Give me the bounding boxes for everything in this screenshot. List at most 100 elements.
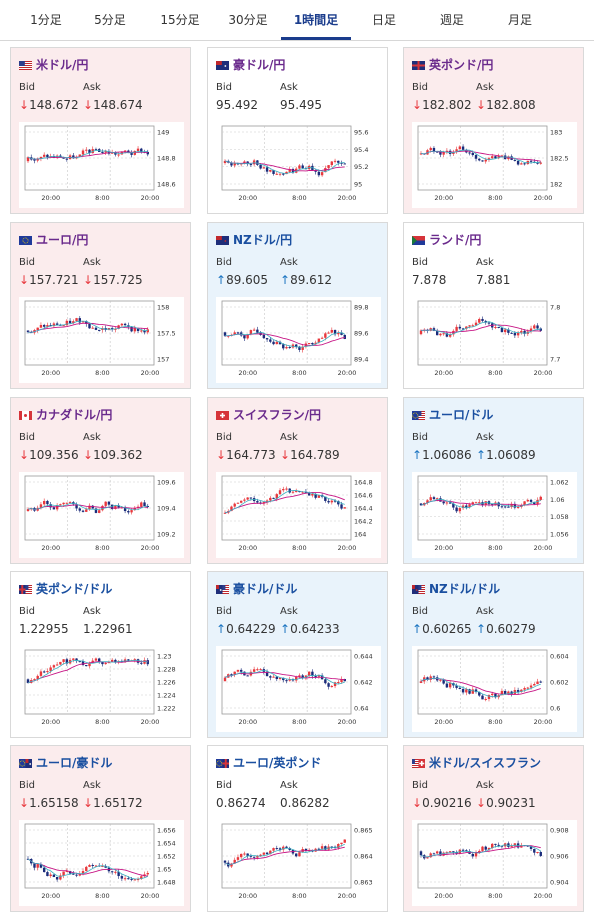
pair-title-link[interactable]: 英ポンド/ドル (19, 580, 112, 597)
candle-body (494, 156, 497, 159)
candle-body (42, 500, 46, 505)
currency-card[interactable]: ユーロ/英ポンド Bid Ask 0.86274 0.86282 0.865 0.864 0.… (207, 745, 388, 912)
candle-body (36, 675, 39, 680)
price-chart[interactable]: 158 157.5 157 20:00 8:00 20:00 (19, 297, 184, 383)
candle-body (324, 679, 327, 684)
price-chart[interactable]: 109.6 109.4 109.2 20:00 8:00 20:00 (19, 472, 184, 558)
price-chart[interactable]: 0.865 0.864 0.863 20:00 8:00 20:00 (216, 820, 381, 906)
tab-1min[interactable]: 1分足 (30, 13, 62, 27)
tab-weekly[interactable]: 週足 (439, 13, 464, 27)
candle-body (465, 850, 468, 852)
tab-monthly[interactable]: 月足 (507, 13, 532, 27)
candle-body (110, 659, 114, 662)
pair-title-link[interactable]: 豪ドル/ドル (216, 580, 297, 597)
price-chart[interactable]: 95.6 95.4 95.2 95 20:00 8:00 20:00 (216, 122, 381, 208)
currency-card[interactable]: ユーロ/ドル Bid Ask ↑1.06086 ↑1.06089 1.062 1.06 1.0… (403, 397, 584, 564)
currency-card[interactable]: 米ドル/スイスフラン Bid Ask ↓0.90216 ↓0.90231 0.908 0.9… (403, 745, 584, 912)
ask-label: Ask (83, 780, 101, 791)
pair-title-link[interactable]: ユーロ/英ポンド (216, 754, 321, 771)
candle-body (249, 497, 253, 499)
price-chart[interactable]: 0.604 0.602 0.6 20:00 8:00 20:00 (412, 646, 577, 732)
candle-body (265, 671, 269, 677)
currency-card[interactable]: スイスフラン/円 Bid Ask ↓164.773 ↓164.789 164.8 164.6… (207, 397, 388, 564)
currency-card[interactable]: ユーロ/円 Bid Ask ↓157.721 ↓157.725 158 157.5 157 20… (10, 222, 191, 389)
currency-card[interactable]: NZドル/円 Bid Ask ↑89.605 ↑89.612 89.8 89.6 89.4 20… (207, 222, 388, 389)
tab-5min[interactable]: 5分足 (94, 13, 126, 27)
x-tick-label: 20:00 (338, 544, 357, 552)
price-chart[interactable]: 0.908 0.906 0.904 20:00 8:00 20:00 (412, 820, 577, 906)
tab-30min[interactable]: 30分足 (228, 13, 268, 27)
bid-value: 0.64229 (226, 622, 276, 636)
x-tick-label: 20:00 (41, 718, 60, 726)
currency-card[interactable]: カナダドル/円 Bid Ask ↓109.356 ↓109.362 109.6 109.4 1… (10, 397, 191, 564)
candle-body (78, 508, 81, 511)
candle-body (68, 502, 72, 504)
pair-title-link[interactable]: カナダドル/円 (19, 406, 112, 423)
price-chart[interactable]: 0.644 0.642 0.64 20:00 8:00 20:00 (216, 646, 381, 732)
pair-title-link[interactable]: ユーロ/ドル (412, 406, 493, 423)
bid-label: Bid (412, 780, 428, 791)
candle-body (513, 503, 517, 508)
candle-body (285, 488, 288, 490)
pair-title-link[interactable]: ランド/円 (412, 231, 481, 248)
candle-body (304, 675, 308, 679)
candle-body (539, 162, 542, 164)
currency-card[interactable]: 米ドル/円 Bid Ask ↓148.672 ↓148.674 149 148.8 148.6… (10, 47, 191, 214)
currency-card[interactable]: NZドル/ドル Bid Ask ↑0.60265 ↑0.60279 0.604 0.602 0… (403, 571, 584, 738)
bid-label: Bid (412, 432, 428, 443)
candle-body (120, 323, 124, 326)
ask-value: 89.612 (290, 273, 333, 287)
candle-body (75, 318, 78, 322)
ask-label: Ask (83, 257, 101, 268)
price-chart[interactable]: 183 182.5 182 20:00 8:00 20:00 (412, 122, 577, 208)
candle-body (295, 677, 298, 681)
candle-body (239, 853, 243, 858)
currency-card[interactable]: 豪ドル/円 Bid Ask 95.492 95.495 95.6 95.4 95.2 95 20:… (207, 47, 388, 214)
candle-body (288, 679, 291, 681)
candle-body (262, 852, 266, 855)
pair-title-link[interactable]: 英ポンド/円 (412, 56, 493, 73)
ask-value: 164.789 (290, 448, 340, 462)
pair-title-link[interactable]: ユーロ/円 (19, 231, 88, 248)
candle-body (529, 499, 533, 502)
bid-value: 148.672 (29, 98, 79, 112)
pair-title-link[interactable]: NZドル/円 (216, 231, 292, 248)
candle-body (98, 329, 101, 331)
flag-icon (412, 583, 425, 594)
tab-1hour[interactable]: 1時間足 (281, 0, 351, 40)
bid-price: ↓1.65158 (19, 796, 79, 810)
price-chart[interactable]: 1.656 1.654 1.652 1.65 1.648 20:00 8:00 20:00 (19, 820, 184, 906)
x-tick-label: 20:00 (338, 718, 357, 726)
pair-title-link[interactable]: ユーロ/豪ドル (19, 754, 112, 771)
candle-body (46, 154, 49, 158)
pair-title-link[interactable]: 米ドル/スイスフラン (412, 754, 541, 771)
currency-card[interactable]: 豪ドル/ドル Bid Ask ↑0.64229 ↑0.64233 0.644 0.642 0.… (207, 571, 388, 738)
x-tick-label: 20:00 (141, 544, 160, 552)
pair-title-link[interactable]: NZドル/ドル (412, 580, 500, 597)
tab-daily[interactable]: 日足 (371, 13, 396, 27)
candle-body (140, 330, 143, 332)
price-chart[interactable]: 149 148.8 148.6 20:00 8:00 20:00 (19, 122, 184, 208)
y-tick-label: 1.648 (157, 879, 176, 887)
bid-price: ↑0.60265 (412, 622, 472, 636)
candle-body (278, 173, 282, 175)
price-chart[interactable]: 89.8 89.6 89.4 20:00 8:00 20:00 (216, 297, 381, 383)
currency-card[interactable]: ランド/円 Bid Ask 7.878 7.881 7.8 7.7 20:00 8:00 20:0… (403, 222, 584, 389)
ask-value: 0.64233 (290, 622, 340, 636)
tab-15min[interactable]: 15分足 (160, 13, 200, 27)
x-tick-label: 8:00 (95, 194, 110, 202)
candle-body (465, 689, 468, 693)
candle-body (42, 671, 46, 673)
y-tick-label: 1.06 (550, 496, 564, 504)
currency-card[interactable]: 英ポンド/円 Bid Ask ↓182.802 ↓182.808 183 182.5 182 2… (403, 47, 584, 214)
price-chart[interactable]: 7.8 7.7 20:00 8:00 20:00 (412, 297, 577, 383)
currency-card[interactable]: 英ポンド/ドル Bid Ask 1.22955 1.22961 1.23 1.228 1.22… (10, 571, 191, 738)
candle-body (265, 167, 269, 172)
price-chart[interactable]: 1.062 1.06 1.058 1.056 20:00 8:00 20:00 (412, 472, 577, 558)
pair-title-link[interactable]: スイスフラン/円 (216, 406, 321, 423)
price-chart[interactable]: 164.8 164.6 164.4 164.2 164 20:00 8:00 20:00 (216, 472, 381, 558)
pair-title-link[interactable]: 豪ドル/円 (216, 56, 285, 73)
pair-title-link[interactable]: 米ドル/円 (19, 56, 88, 73)
currency-card[interactable]: ユーロ/豪ドル Bid Ask ↓1.65158 ↓1.65172 1.656 1.654 1… (10, 745, 191, 912)
price-chart[interactable]: 1.23 1.228 1.226 1.224 1.222 20:00 8:00 20:00 (19, 646, 184, 732)
